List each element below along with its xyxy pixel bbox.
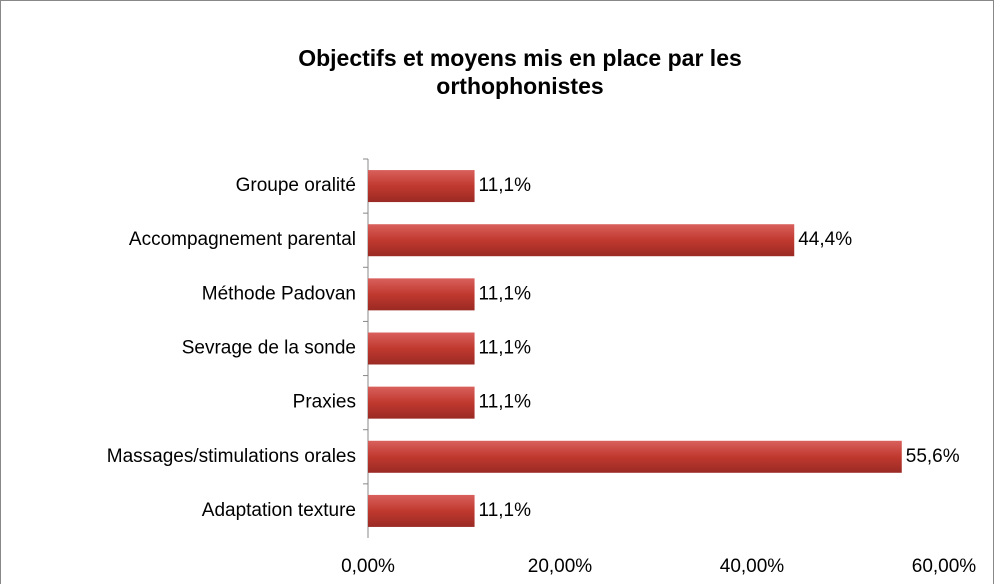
bar [368, 440, 902, 473]
chart-title: Objectifs et moyens mis en place par les… [298, 45, 742, 99]
x-tick-label: 40,00% [720, 556, 785, 577]
bar [368, 224, 795, 257]
bar [368, 170, 475, 203]
bar [368, 278, 475, 311]
y-tick-label: Groupe oralité [236, 175, 356, 196]
data-label: 11,1% [479, 175, 532, 196]
x-tick-label: 60,00% [912, 556, 977, 577]
bar [368, 386, 475, 419]
y-tick-label: Adaptation texture [202, 500, 356, 521]
data-label: 11,1% [479, 338, 532, 359]
bar [368, 494, 475, 527]
y-tick-label: Accompagnement parental [129, 229, 356, 250]
y-tick-label: Méthode Padovan [202, 283, 356, 304]
y-tick-label: Praxies [293, 392, 356, 413]
y-tick-label: Sevrage de la sonde [182, 338, 356, 359]
data-label: 11,1% [479, 283, 532, 304]
bar [368, 332, 475, 365]
x-tick-label: 0,00% [341, 556, 395, 577]
data-label: 55,6% [906, 446, 960, 467]
data-label: 44,4% [798, 229, 852, 250]
data-label: 11,1% [479, 500, 532, 521]
data-label: 11,1% [479, 392, 532, 413]
x-tick-label: 20,00% [528, 556, 593, 577]
y-tick-label: Massages/stimulations orales [107, 446, 356, 467]
